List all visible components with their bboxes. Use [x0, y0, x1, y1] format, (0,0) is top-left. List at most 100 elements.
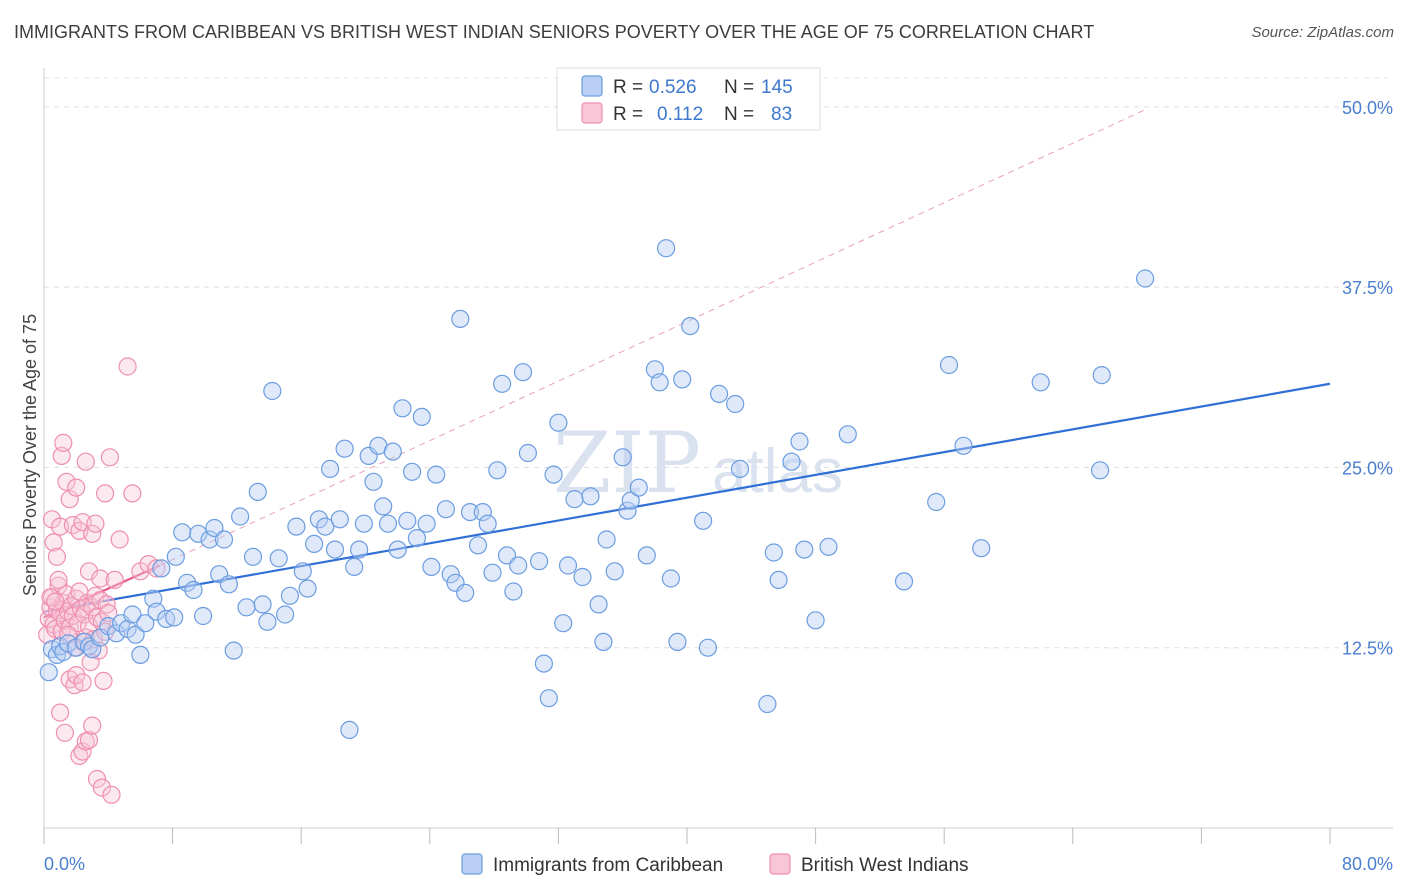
legend-n-value-2: 83 — [771, 104, 792, 125]
point-caribbean-12 — [107, 624, 126, 643]
point-bwi-46 — [57, 472, 76, 491]
legend-r-label-2: R = — [613, 104, 643, 125]
point-caribbean-128 — [795, 540, 814, 559]
point-caribbean-49 — [305, 534, 324, 554]
point-caribbean-5 — [58, 634, 78, 653]
chart-title: IMMIGRANTS FROM CARIBBEAN VS BRITISH WES… — [14, 22, 1095, 42]
point-bwi-67 — [55, 723, 75, 742]
point-caribbean-55 — [335, 439, 354, 458]
point-caribbean-47 — [293, 562, 312, 581]
point-caribbean-38 — [243, 547, 263, 566]
point-caribbean-44 — [276, 605, 295, 624]
point-caribbean-25 — [173, 523, 192, 542]
point-caribbean-98 — [558, 556, 578, 575]
point-bwi-14 — [60, 618, 79, 637]
point-caribbean-102 — [589, 595, 608, 614]
point-caribbean-131 — [838, 425, 857, 444]
y-tick-labels: 12.5% 25.0% 37.5% 50.0% — [1342, 98, 1393, 659]
point-caribbean-51 — [316, 517, 335, 536]
point-caribbean-21 — [152, 559, 171, 578]
point-caribbean-86 — [493, 374, 512, 393]
x-tick-labels: 0.0% 80.0% — [44, 854, 1393, 874]
point-bwi-53 — [79, 562, 99, 581]
point-caribbean-69 — [403, 462, 422, 481]
point-caribbean-46 — [287, 517, 306, 536]
y-axis-title: Seniors Poverty Over the Age of 75 — [20, 314, 40, 596]
point-bwi-77 — [102, 785, 121, 804]
bottom-legend-swatch-bwi — [769, 853, 791, 875]
legend-swatch-bwi — [581, 102, 603, 124]
point-bwi-79 — [73, 673, 92, 692]
point-caribbean-57 — [345, 557, 364, 577]
point-caribbean-136 — [972, 539, 991, 558]
point-caribbean-117 — [681, 317, 700, 336]
point-caribbean-20 — [147, 602, 166, 621]
stats-legend: R = 0.526 N = 145 R = 0.112 N = 83 — [556, 67, 821, 131]
point-caribbean-84 — [483, 563, 502, 582]
point-caribbean-130 — [819, 537, 838, 556]
data-points — [38, 239, 1155, 804]
point-bwi-49 — [67, 478, 86, 497]
point-caribbean-56 — [340, 720, 359, 740]
bottom-legend-label-caribbean: Immigrants from Caribbean — [493, 855, 723, 876]
point-caribbean-96 — [549, 413, 568, 432]
point-caribbean-114 — [661, 569, 681, 588]
y-tick-label-1: 25.0% — [1342, 458, 1393, 478]
point-caribbean-54 — [330, 510, 349, 529]
point-caribbean-105 — [605, 562, 624, 581]
point-bwi-75 — [87, 769, 107, 789]
point-caribbean-92 — [529, 552, 549, 571]
point-caribbean-88 — [504, 582, 523, 601]
point-bwi-57 — [95, 484, 115, 503]
point-bwi-35 — [94, 671, 113, 691]
point-caribbean-29 — [194, 606, 213, 626]
point-caribbean-34 — [219, 575, 238, 594]
series-legend: Immigrants from Caribbean British West I… — [461, 853, 969, 876]
point-caribbean-99 — [565, 490, 584, 509]
point-caribbean-68 — [398, 511, 417, 530]
trend-line-0 — [43, 382, 1331, 613]
point-caribbean-43 — [269, 549, 288, 568]
point-bwi-58 — [100, 448, 120, 467]
point-caribbean-138 — [1090, 461, 1110, 480]
point-caribbean-26 — [178, 573, 197, 592]
point-bwi-54 — [83, 524, 102, 543]
point-caribbean-124 — [764, 543, 783, 562]
point-bwi-56 — [91, 569, 110, 588]
axes — [43, 68, 1393, 844]
point-bwi-73 — [79, 730, 99, 750]
legend-n-value-1: 145 — [761, 77, 793, 98]
point-caribbean-40 — [253, 595, 272, 614]
point-caribbean-66 — [388, 540, 407, 559]
point-caribbean-52 — [321, 459, 340, 478]
point-caribbean-72 — [417, 514, 436, 533]
point-caribbean-64 — [378, 514, 398, 533]
watermark-zip: ZIP — [553, 414, 701, 512]
point-caribbean-53 — [325, 540, 345, 559]
point-caribbean-23 — [165, 608, 184, 627]
point-caribbean-18 — [136, 614, 155, 633]
point-bwi-76 — [92, 778, 112, 797]
point-caribbean-94 — [539, 689, 558, 708]
point-caribbean-122 — [730, 459, 750, 478]
point-bwi-74 — [83, 716, 102, 735]
point-caribbean-89 — [509, 556, 528, 575]
point-caribbean-93 — [534, 654, 554, 673]
point-caribbean-83 — [478, 514, 497, 533]
point-caribbean-80 — [460, 502, 480, 522]
point-caribbean-112 — [650, 373, 669, 392]
y-tick-label-3: 50.0% — [1342, 98, 1393, 118]
point-caribbean-67 — [393, 399, 412, 418]
y-tick-label-2: 37.5% — [1342, 278, 1393, 298]
point-caribbean-123 — [758, 694, 777, 714]
source-credit: Source: ZipAtlas.com — [1251, 24, 1394, 41]
point-caribbean-132 — [894, 572, 914, 591]
point-caribbean-39 — [248, 482, 267, 501]
point-caribbean-45 — [280, 586, 299, 605]
point-bwi-66 — [50, 703, 70, 722]
point-caribbean-129 — [806, 611, 825, 630]
point-caribbean-119 — [698, 638, 718, 657]
trend-extension-1 — [159, 109, 1146, 566]
point-caribbean-74 — [427, 465, 446, 484]
point-caribbean-82 — [473, 502, 492, 522]
